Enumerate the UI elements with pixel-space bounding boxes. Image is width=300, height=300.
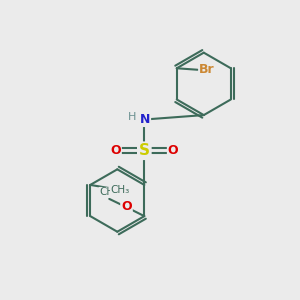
Text: S: S: [139, 143, 150, 158]
Text: H: H: [128, 112, 136, 122]
Text: CH₃: CH₃: [99, 188, 118, 197]
Text: O: O: [110, 144, 121, 157]
Text: N: N: [140, 113, 150, 126]
Text: CH₃: CH₃: [110, 185, 130, 195]
Text: O: O: [121, 200, 132, 213]
Text: O: O: [168, 144, 178, 157]
Text: Br: Br: [199, 63, 215, 76]
